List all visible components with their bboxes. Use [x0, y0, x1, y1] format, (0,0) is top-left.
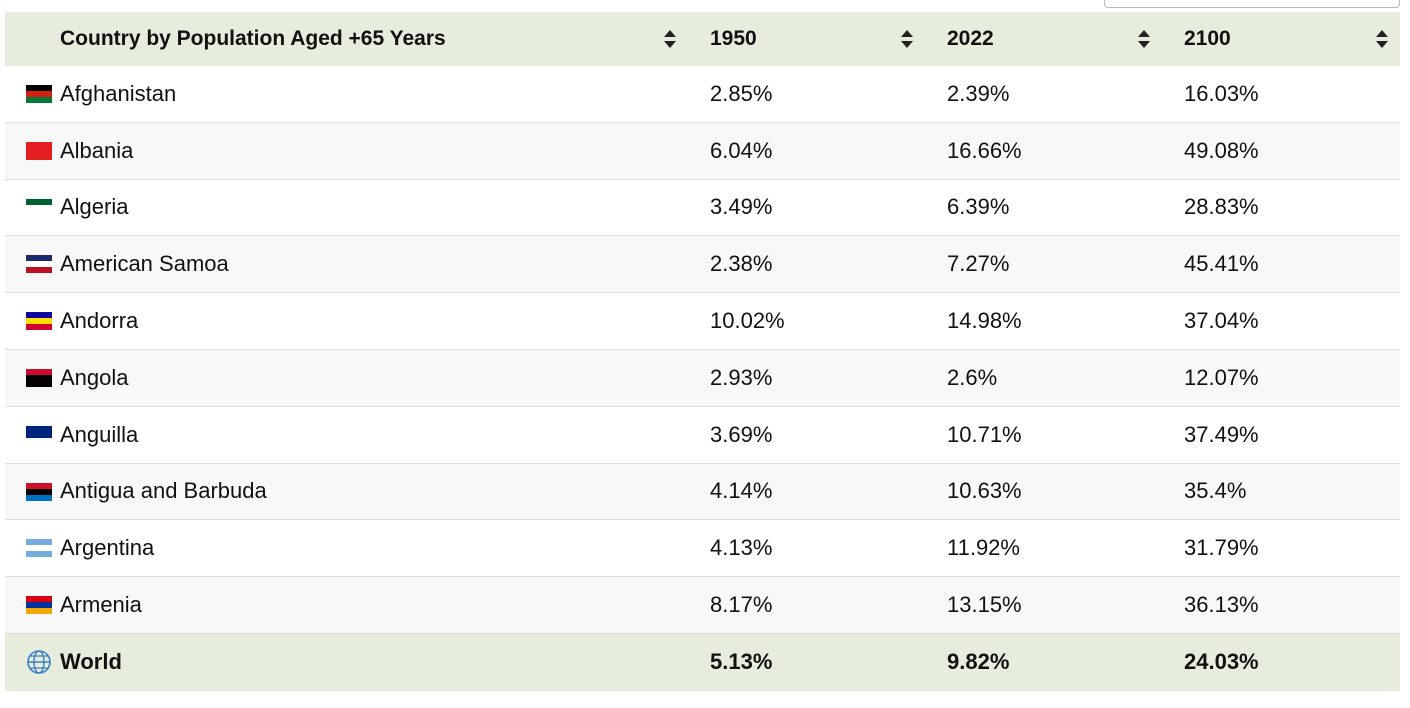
value-cell: 37.49%	[1184, 421, 1259, 447]
value-cell: 2.93%	[710, 364, 773, 390]
country-cell: Angola	[60, 364, 129, 390]
value-cell: 4.13%	[710, 535, 773, 561]
footer-row: World 5.13% 9.82% 24.03%	[5, 633, 1400, 691]
table: Country by Population Aged +65 Years 1950…	[5, 12, 1400, 691]
value-cell: 10.02%	[710, 308, 785, 334]
flag-icon	[26, 198, 52, 217]
globe-icon	[27, 650, 51, 674]
value-cell: 2.6%	[947, 364, 998, 390]
value-cell: 45.41%	[1184, 251, 1259, 277]
table-row: Angola 2.93% 2.6% 12.07%	[5, 349, 1400, 407]
value-cell: 10.71%	[947, 421, 1022, 447]
value-cell: 1950	[710, 27, 757, 50]
value-cell: 3.49%	[710, 194, 773, 220]
country-cell: Algeria	[60, 194, 129, 220]
sort-icon[interactable]	[1137, 28, 1151, 50]
table-row: American Samoa 2.38% 7.27% 45.41%	[5, 236, 1400, 294]
value-cell: 8.17%	[710, 592, 773, 618]
value-cell: 49.08%	[1184, 137, 1259, 163]
country-cell: Afghanistan	[60, 80, 177, 106]
value-cell: 14.98%	[947, 308, 1022, 334]
value-cell: 28.83%	[1184, 194, 1259, 220]
value-cell: 7.27%	[947, 251, 1010, 277]
country-cell: Antigua and Barbuda	[60, 478, 267, 504]
flag-icon	[26, 482, 52, 501]
table-row: Afghanistan 2.85% 2.39% 16.03%	[5, 66, 1400, 123]
table-row: Algeria 3.49% 6.39% 28.83%	[5, 180, 1400, 237]
value-cell: 36.13%	[1184, 592, 1259, 618]
value-cell: 13.15%	[947, 592, 1022, 618]
flag-icon	[26, 425, 52, 444]
search-box[interactable]	[1104, 0, 1400, 8]
table-row: Albania 6.04% 16.66% 49.08%	[5, 122, 1400, 180]
table-row: Argentina 4.13% 11.92% 31.79%	[5, 520, 1400, 578]
sort-icon[interactable]	[900, 28, 914, 50]
value-cell: 5.13%	[710, 649, 773, 675]
value-cell: 24.03%	[1184, 649, 1259, 675]
value-cell: 16.03%	[1184, 80, 1259, 106]
country-cell: Albania	[60, 137, 134, 163]
value-cell: 37.04%	[1184, 308, 1259, 334]
sort-icon[interactable]	[663, 28, 677, 50]
country-cell: American Samoa	[60, 251, 229, 277]
value-cell: 10.63%	[947, 478, 1022, 504]
country-cell: Anguilla	[60, 421, 139, 447]
flag-icon	[26, 141, 52, 160]
header-row: Country by Population Aged +65 Years 1950…	[5, 12, 1400, 66]
value-cell: 35.4%	[1184, 478, 1247, 504]
table-row: Antigua and Barbuda 4.14% 10.63% 35.4%	[5, 463, 1400, 521]
value-cell: 12.07%	[1184, 364, 1259, 390]
flag-icon	[26, 368, 52, 387]
country-cell: Armenia	[60, 592, 142, 618]
value-cell: 6.39%	[947, 194, 1010, 220]
value-cell: 11.92%	[947, 535, 1020, 561]
country-cell: Andorra	[60, 308, 139, 334]
table-row: Armenia 8.17% 13.15% 36.13%	[5, 577, 1400, 634]
table-row: Andorra 10.02% 14.98% 37.04%	[5, 293, 1400, 350]
value-cell: 2.38%	[710, 251, 773, 277]
value-cell: 2.39%	[947, 80, 1010, 106]
sort-icon[interactable]	[1375, 28, 1389, 50]
value-cell: 6.04%	[710, 137, 773, 163]
value-cell: 16.66%	[947, 137, 1022, 163]
value-cell: 2.85%	[710, 80, 773, 106]
value-cell: 9.82%	[947, 649, 1010, 675]
value-cell: 31.79%	[1184, 535, 1259, 561]
country-cell: Country by Population Aged +65 Years	[60, 27, 446, 50]
country-cell: Argentina	[60, 535, 155, 561]
flag-icon	[26, 539, 52, 558]
value-cell: 4.14%	[710, 478, 773, 504]
country-cell: World	[60, 649, 122, 675]
value-cell: 2022	[947, 27, 994, 50]
flag-icon	[26, 255, 52, 274]
table-row: Anguilla 3.69% 10.71% 37.49%	[5, 407, 1400, 464]
flag-icon	[26, 596, 52, 615]
flag-icon	[26, 85, 52, 103]
flag-icon	[26, 312, 52, 331]
value-cell: 3.69%	[710, 421, 773, 447]
value-cell: 2100	[1184, 27, 1231, 50]
